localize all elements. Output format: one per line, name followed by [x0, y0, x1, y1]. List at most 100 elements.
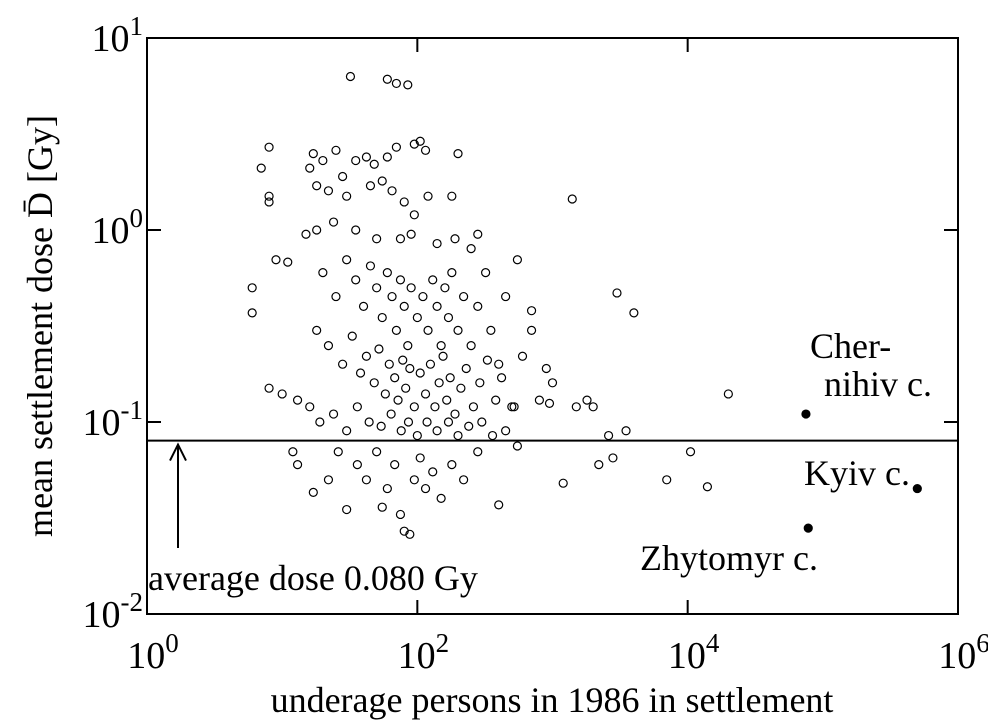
- point: [415, 368, 425, 378]
- point: [312, 225, 322, 235]
- point: [358, 301, 369, 312]
- point: [420, 483, 431, 494]
- point: [377, 312, 387, 323]
- point: [629, 308, 639, 318]
- y-tick-label: 101: [92, 11, 144, 60]
- y-tick-label: 10-2: [83, 587, 144, 636]
- x-tick-label: 106: [938, 628, 988, 677]
- point: [608, 453, 618, 463]
- point: [271, 255, 281, 265]
- point: [403, 417, 414, 427]
- point: [391, 142, 401, 152]
- point: [477, 417, 487, 427]
- point: [315, 417, 325, 427]
- point: [432, 238, 442, 249]
- point: [361, 351, 372, 361]
- point: [486, 325, 496, 335]
- point: [409, 139, 419, 149]
- point: [432, 301, 442, 312]
- point: [466, 244, 476, 254]
- tick-exponent: 0: [165, 628, 179, 658]
- point: [415, 136, 425, 146]
- point: [603, 430, 614, 441]
- point: [406, 229, 416, 239]
- point: [382, 483, 392, 494]
- point: [544, 398, 555, 408]
- point: [355, 368, 366, 378]
- point: [464, 421, 474, 431]
- point: [372, 283, 382, 293]
- point: [447, 267, 457, 278]
- point: [406, 283, 416, 293]
- point: [432, 426, 442, 436]
- point: [450, 234, 460, 244]
- point: [526, 306, 537, 316]
- point: [401, 383, 411, 393]
- point: [415, 453, 425, 463]
- x-axis-label: underage persons in 1986 in settlement: [271, 680, 834, 720]
- tick-exponent: 0: [130, 203, 144, 233]
- point: [382, 267, 392, 278]
- point: [377, 502, 387, 512]
- point: [456, 383, 466, 393]
- point: [612, 288, 622, 298]
- point: [440, 283, 450, 293]
- point: [393, 395, 403, 405]
- point: [405, 363, 415, 374]
- point: [582, 395, 592, 405]
- point: [395, 234, 406, 244]
- arrow-head: [169, 442, 187, 462]
- point: [323, 186, 334, 196]
- point: [494, 359, 504, 369]
- point: [475, 378, 485, 388]
- point: [361, 475, 372, 485]
- point: [396, 426, 406, 436]
- point: [447, 191, 457, 201]
- point: [318, 155, 328, 166]
- tick-base: 10: [127, 635, 165, 677]
- point: [422, 417, 432, 427]
- point: [459, 475, 469, 485]
- point: [382, 74, 392, 84]
- point: [453, 148, 463, 159]
- point: [398, 355, 408, 365]
- point: [501, 291, 511, 302]
- point: [328, 217, 339, 227]
- point: [352, 402, 362, 412]
- point: [331, 145, 341, 155]
- point: [558, 478, 568, 488]
- point: [567, 194, 577, 204]
- point: [264, 197, 274, 207]
- tick-base: 10: [938, 635, 976, 677]
- x-tick-label: 104: [668, 628, 720, 677]
- point: [420, 145, 431, 155]
- point: [318, 267, 328, 278]
- point: [443, 312, 454, 323]
- point: [390, 373, 400, 383]
- point: [369, 378, 379, 388]
- point: [292, 395, 303, 405]
- point: [509, 402, 519, 412]
- point: [351, 155, 361, 166]
- annotation: nihiv c.: [824, 364, 932, 404]
- point: [264, 191, 274, 201]
- point: [588, 402, 598, 412]
- point: [512, 441, 523, 451]
- point: [438, 351, 448, 361]
- point: [685, 447, 696, 457]
- point: [301, 229, 311, 239]
- point: [351, 275, 361, 285]
- point: [347, 331, 357, 341]
- point: [473, 447, 483, 457]
- tick-exponent: -1: [121, 395, 144, 425]
- point: [377, 176, 387, 186]
- point: [487, 430, 498, 441]
- point: [391, 325, 401, 335]
- point: [390, 459, 400, 470]
- point: [423, 191, 433, 201]
- annotation: Kyiv c.: [804, 453, 910, 493]
- point: [418, 291, 428, 302]
- point: [428, 467, 438, 477]
- point: [399, 197, 409, 207]
